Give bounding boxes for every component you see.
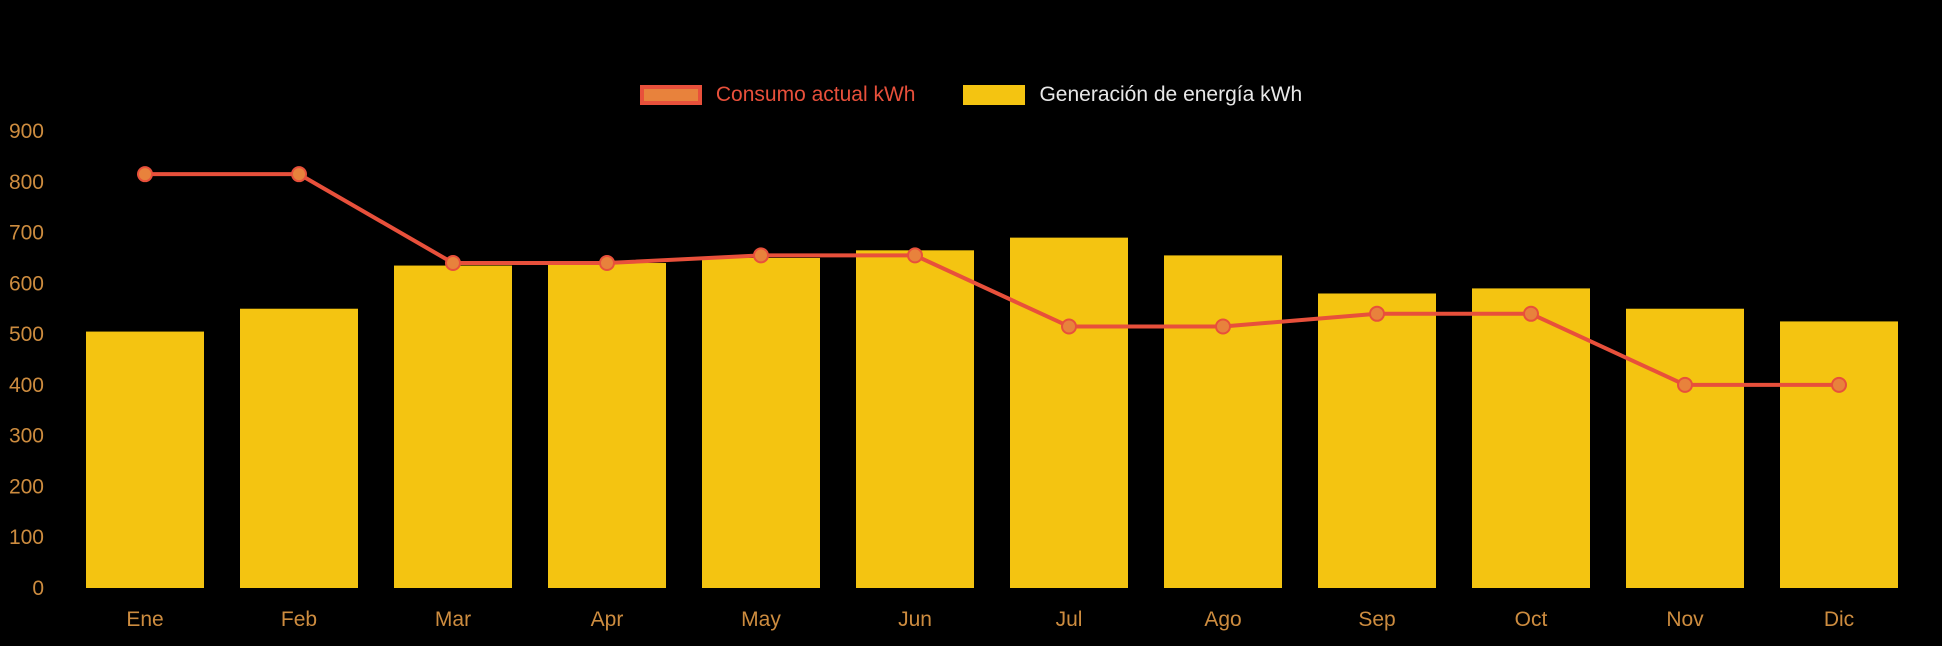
generation-bar-sep[interactable] (1318, 293, 1436, 588)
consumption-point-feb[interactable] (291, 166, 307, 183)
consumption-point-ago[interactable] (1215, 318, 1231, 335)
generation-bar-jul[interactable] (1010, 237, 1128, 588)
legend-label-consumo: Consumo actual kWh (715, 83, 916, 106)
legend-swatch-consumo-icon (639, 84, 702, 105)
x-axis-tick-ago: Ago (1204, 608, 1241, 631)
chart-legend: Consumo actual kWh Generación de energía… (0, 84, 1942, 105)
generation-bar-nov[interactable] (1626, 308, 1744, 588)
generation-bar-feb[interactable] (240, 308, 358, 588)
y-axis-tick-900: 900 (9, 120, 44, 143)
y-axis-tick-800: 800 (9, 171, 44, 194)
y-axis-tick-0: 0 (32, 577, 44, 600)
generation-bar-may[interactable] (702, 257, 820, 588)
generation-bar-ago[interactable] (1164, 255, 1282, 588)
x-axis-tick-nov: Nov (1666, 608, 1704, 631)
generation-bar-jun[interactable] (856, 250, 974, 589)
consumption-point-mar[interactable] (445, 255, 461, 272)
x-axis-tick-may: May (741, 608, 781, 631)
generation-bar-apr[interactable] (548, 263, 666, 588)
generation-bar-mar[interactable] (394, 265, 512, 588)
y-axis-tick-200: 200 (9, 475, 44, 498)
y-axis-tick-400: 400 (9, 374, 44, 397)
generation-bar-ene[interactable] (86, 331, 204, 588)
consumption-point-apr[interactable] (599, 255, 615, 272)
consumption-point-jul[interactable] (1061, 318, 1077, 335)
consumption-point-jun[interactable] (907, 247, 923, 264)
generation-bar-dic[interactable] (1780, 321, 1898, 588)
x-axis-tick-sep: Sep (1358, 608, 1395, 631)
y-axis-tick-300: 300 (9, 425, 44, 448)
x-axis-tick-ene: Ene (126, 608, 163, 631)
x-axis-tick-jun: Jun (898, 608, 932, 631)
x-axis-tick-apr: Apr (591, 608, 624, 631)
y-axis-tick-100: 100 (9, 526, 44, 549)
consumption-point-sep[interactable] (1369, 305, 1385, 322)
consumption-point-nov[interactable] (1677, 376, 1693, 393)
legend-swatch-generacion-icon (963, 84, 1026, 105)
consumption-point-dic[interactable] (1831, 376, 1847, 393)
x-axis-tick-oct: Oct (1515, 608, 1548, 631)
x-axis-tick-dic: Dic (1824, 608, 1854, 631)
x-axis-tick-mar: Mar (435, 608, 471, 631)
y-axis-tick-600: 600 (9, 272, 44, 295)
consumption-point-ene[interactable] (137, 166, 153, 183)
consumption-point-may[interactable] (753, 247, 769, 264)
consumption-point-oct[interactable] (1523, 305, 1539, 322)
legend-item-consumo[interactable]: Consumo actual kWh (639, 83, 916, 106)
consumption-line (143, 172, 1841, 387)
y-axis-tick-500: 500 (9, 323, 44, 346)
x-axis-tick-feb: Feb (281, 608, 317, 631)
x-axis-tick-jul: Jul (1056, 608, 1083, 631)
generation-bar-oct[interactable] (1472, 288, 1590, 588)
y-axis-tick-700: 700 (9, 222, 44, 245)
legend-label-generacion: Generación de energía kWh (1039, 83, 1303, 106)
legend-item-generacion[interactable]: Generación de energía kWh (963, 84, 1302, 105)
